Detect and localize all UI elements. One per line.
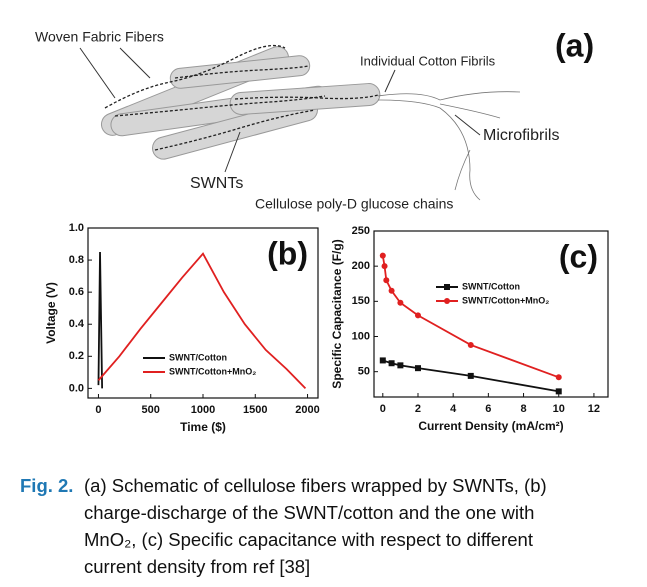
legend-marker <box>444 298 450 304</box>
schematic-label: Cellulose poly-D glucose chains <box>255 196 453 212</box>
marker <box>383 277 390 284</box>
x-tick-label: 6 <box>485 403 491 415</box>
marker <box>379 252 386 259</box>
pointer <box>119 47 151 79</box>
y-tick-label: 0.4 <box>69 318 85 330</box>
y-tick-label: 150 <box>352 295 370 307</box>
x-tick-label: 0 <box>380 403 386 415</box>
panel-label: (a) <box>555 27 594 63</box>
y-tick-label: 50 <box>358 366 370 378</box>
y-tick-label: 0.8 <box>69 254 84 266</box>
nanotube <box>114 95 326 117</box>
marker <box>555 388 562 395</box>
pointer <box>224 131 241 173</box>
series-line <box>381 255 560 379</box>
y-tick-label: 1.0 <box>69 222 84 234</box>
x-tick-label: 2 <box>415 403 421 415</box>
marker <box>467 372 474 379</box>
x-axis-label: Time ($) <box>180 420 226 434</box>
nanotube <box>174 65 309 79</box>
schematic-label: SWNTs <box>190 175 243 192</box>
x-tick-label: 10 <box>553 403 565 415</box>
caption-label: Fig. 2. <box>20 475 73 496</box>
y-tick-label: 100 <box>352 330 370 342</box>
marker <box>397 362 404 369</box>
nanotube <box>154 109 316 151</box>
caption-line: current density from ref [38] <box>84 556 310 577</box>
marker <box>381 263 388 270</box>
legend-marker <box>444 284 450 290</box>
marker <box>414 365 421 372</box>
legend-label: SWNT/Cotton+MnO₂ <box>462 295 549 305</box>
x-tick-label: 1000 <box>191 404 215 416</box>
marker <box>388 287 395 294</box>
x-tick-label: 0 <box>95 404 101 416</box>
caption-line: (a) Schematic of cellulose fibers wrappe… <box>84 475 547 496</box>
y-axis-label: Voltage (V) <box>44 282 58 344</box>
x-axis-label: Current Density (mA/cm²) <box>418 419 563 433</box>
schematic: Woven Fabric Fibers Individual Cotton Fi… <box>35 27 594 211</box>
marker <box>467 341 474 348</box>
panel-label: (c) <box>559 238 598 274</box>
marker <box>555 374 562 381</box>
panel-label: (b) <box>267 235 308 271</box>
pointer <box>79 47 116 99</box>
marker <box>379 357 386 364</box>
y-tick-label: 0.0 <box>69 382 84 394</box>
x-tick-label: 12 <box>588 403 600 415</box>
pointer <box>384 69 396 93</box>
y-tick-label: 250 <box>352 225 370 237</box>
y-tick-label: 200 <box>352 260 370 272</box>
x-tick-label: 500 <box>142 404 160 416</box>
nanotube <box>104 44 286 109</box>
marker <box>414 312 421 319</box>
x-tick-label: 8 <box>520 403 526 415</box>
schematic-label: Woven Fabric Fibers <box>35 29 164 45</box>
x-tick-label: 4 <box>450 403 457 415</box>
series-line <box>97 252 307 390</box>
schematic-label: Individual Cotton Fibrils <box>360 53 496 68</box>
y-tick-label: 0.2 <box>69 350 84 362</box>
caption-line: charge-discharge of the SWNT/cotton and … <box>84 502 534 523</box>
x-tick-label: 2000 <box>295 404 319 416</box>
marker <box>388 360 395 367</box>
x-tick-label: 1500 <box>243 404 267 416</box>
y-axis-label: Specific Capacitance (F/g) <box>330 239 344 388</box>
legend-label: SWNT/Cotton+MnO₂ <box>169 366 256 376</box>
fiber <box>169 55 311 89</box>
schematic-label: Microfibrils <box>483 127 559 144</box>
y-tick-label: 0.6 <box>69 286 84 298</box>
marker <box>397 299 404 306</box>
legend-label: SWNT/Cotton <box>462 281 520 291</box>
fibrils <box>377 91 521 201</box>
series-line <box>97 252 104 389</box>
caption-line: MnO₂, (c) Specific capacitance with resp… <box>84 529 533 550</box>
legend-label: SWNT/Cotton <box>169 352 227 362</box>
plot-frame <box>373 230 609 398</box>
pointer <box>454 114 481 136</box>
